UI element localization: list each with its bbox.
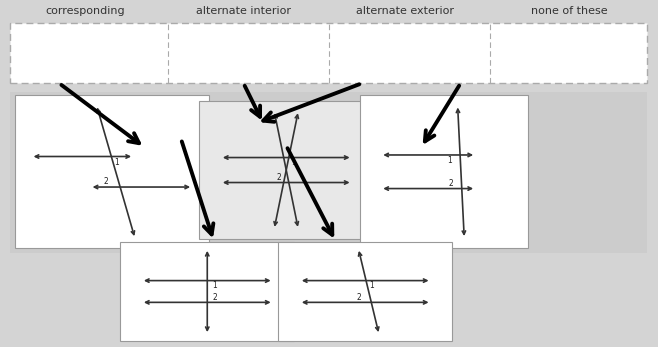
Text: 1: 1 xyxy=(213,281,217,290)
Text: alternate exterior: alternate exterior xyxy=(356,6,453,16)
Bar xyxy=(199,101,373,239)
Text: none of these: none of these xyxy=(531,6,607,16)
Bar xyxy=(278,242,453,341)
Bar xyxy=(10,92,647,253)
Text: alternate interior: alternate interior xyxy=(196,6,291,16)
Text: 2: 2 xyxy=(357,293,361,302)
Bar xyxy=(120,242,294,341)
Text: 1: 1 xyxy=(447,156,451,165)
Bar xyxy=(15,95,209,248)
Text: 2: 2 xyxy=(103,177,108,186)
Text: 1: 1 xyxy=(369,281,374,290)
Text: 1: 1 xyxy=(291,158,296,167)
Text: corresponding: corresponding xyxy=(45,6,126,16)
Bar xyxy=(361,95,528,248)
Text: 1: 1 xyxy=(114,158,119,167)
Bar xyxy=(10,23,647,83)
Text: 2: 2 xyxy=(277,173,282,182)
Text: 2: 2 xyxy=(213,293,217,302)
Text: 2: 2 xyxy=(449,179,453,188)
